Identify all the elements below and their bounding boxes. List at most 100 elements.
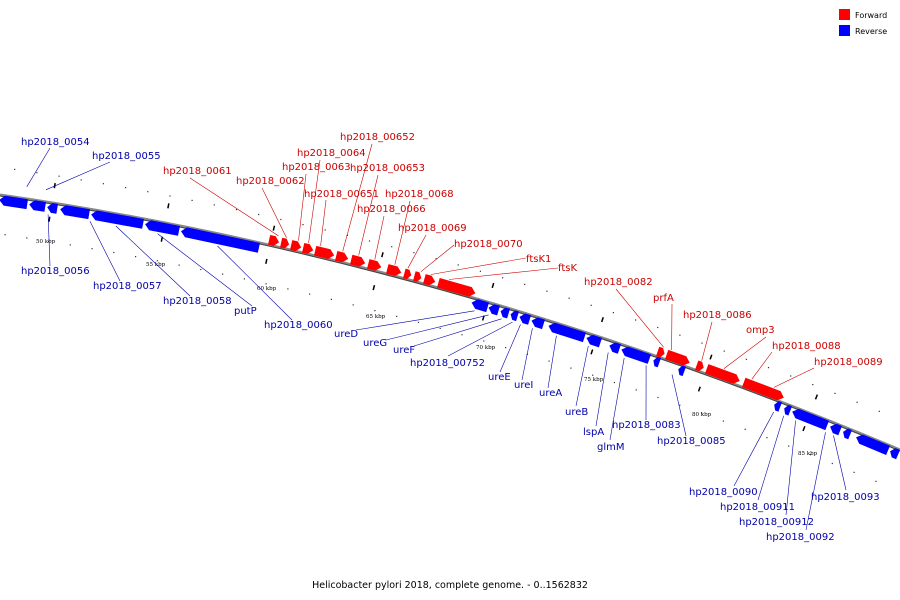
gene-label: hp2018_00653 (350, 163, 425, 174)
minor-tick-dot (546, 290, 548, 292)
minor-tick-dot (135, 256, 137, 258)
callout-line (217, 245, 293, 321)
reverse-gene-arrow (510, 310, 519, 322)
callout-line (595, 352, 609, 427)
gene-label: hp2018_0062 (236, 176, 305, 187)
reverse-gene-arrow (774, 401, 782, 412)
minor-tick-dot (265, 283, 267, 285)
reverse-gene-arrow (47, 203, 58, 214)
minor-tick-dot (113, 251, 115, 254)
minor-tick-dot (200, 268, 202, 271)
major-tick (491, 282, 495, 289)
minor-tick-dot (548, 360, 550, 362)
callout-line (261, 187, 287, 238)
minor-tick-dot (243, 278, 245, 280)
gene-label: ftsK (558, 263, 577, 274)
minor-tick-dot (156, 260, 158, 262)
gene-label: hp2018_0083 (612, 420, 681, 431)
minor-tick-dot (391, 246, 393, 248)
minor-tick-dot (590, 304, 592, 306)
reverse-gene-arrow (519, 313, 531, 325)
callout-line (358, 174, 379, 256)
minor-tick-dot (502, 277, 504, 279)
gene-label: lspA (583, 427, 604, 438)
forward-gene-arrow (350, 254, 366, 267)
minor-tick-dot (744, 428, 746, 430)
reverse-labels: hp2018_0054 hp2018_0055 hp2018_0056 hp20… (21, 137, 880, 543)
minor-tick-dot (657, 326, 659, 329)
callout-line (615, 288, 664, 348)
minor-tick-dot (374, 310, 376, 312)
reverse-gene-arrow (60, 205, 90, 220)
minor-tick-dot (396, 315, 398, 317)
forward-gene-arrow (335, 251, 349, 263)
minor-tick-dot (767, 367, 770, 369)
forward-gene-arrow (280, 237, 290, 249)
minor-tick-dot (58, 175, 60, 177)
minor-tick-dot (222, 273, 224, 275)
minor-tick-dot (80, 179, 82, 181)
reverse-gene-arrow (856, 434, 890, 455)
reverse-gene-arrow (653, 356, 661, 368)
tick-label-85: 85 kbp (798, 451, 818, 457)
minor-tick-dot (592, 374, 594, 376)
tick-label-65: 65 kbp (366, 314, 386, 320)
minor-tick-dot (701, 342, 703, 344)
map-caption: Helicobacter pylori 2018, complete genom… (312, 580, 588, 591)
gene-label: omp3 (746, 325, 775, 336)
callout-line (189, 177, 279, 237)
tick-label-80: 80 kbp (692, 412, 712, 418)
minor-tick-dot (657, 396, 659, 399)
gene-label: hp2018_0058 (163, 296, 232, 307)
minor-tick-dot (324, 229, 326, 231)
gene-label: hp2018_0063 (282, 162, 351, 173)
gene-label: hp2018_0070 (454, 239, 523, 250)
legend-forward-label: Forward (855, 11, 887, 20)
callout-line (320, 199, 327, 246)
callout-line (448, 267, 559, 280)
reverse-gene-arrow (586, 334, 602, 348)
reverse-gene-arrow (471, 299, 489, 313)
minor-tick-dot (91, 248, 93, 250)
major-tick (802, 425, 806, 432)
minor-tick-dot (635, 389, 637, 391)
minor-tick-dot (834, 392, 836, 394)
reverse-gene-arrow (531, 317, 545, 330)
reverse-gene-arrow (145, 220, 180, 236)
minor-tick-dot (102, 183, 104, 185)
reverse-gene-arrow (91, 210, 144, 229)
callout-line (89, 221, 121, 282)
callout-line (757, 415, 784, 501)
callout-line (407, 234, 427, 269)
forward-gene-arrow (367, 259, 382, 271)
gene-label: ureA (539, 388, 562, 399)
callout-line (430, 257, 527, 275)
reverse-gene-arrow (792, 408, 829, 431)
callout-line (521, 328, 533, 381)
forward-gene-arrow (413, 271, 422, 282)
forward-gene-arrow (302, 243, 314, 254)
minor-tick-dot (457, 264, 459, 266)
reverse-gene-arrow (890, 448, 900, 460)
gene-label: hp2018_0085 (657, 436, 726, 447)
gene-label: hp2018_0082 (584, 277, 653, 288)
minor-tick-dot (48, 240, 50, 242)
gene-label: prfA (653, 293, 674, 304)
minor-tick-dot (169, 195, 171, 197)
minor-tick-dot (258, 213, 260, 216)
callout-line (499, 324, 521, 373)
gene-label: hp2018_00651 (304, 189, 379, 200)
callout-line (355, 310, 475, 331)
minor-tick-dot (524, 283, 526, 285)
forward-gene-arrow (268, 235, 280, 246)
minor-tick-dot (4, 234, 6, 236)
reverse-gene-arrow (500, 307, 510, 319)
gene-label: ureF (393, 345, 415, 356)
minor-tick-dot (570, 367, 572, 369)
callout-line (342, 143, 373, 252)
label-callouts (26, 143, 847, 531)
gene-label: ureB (565, 407, 588, 418)
gene-label: ureD (334, 329, 358, 340)
legend-reverse-label: Reverse (855, 27, 887, 36)
reverse-gene-arrow (181, 227, 260, 253)
